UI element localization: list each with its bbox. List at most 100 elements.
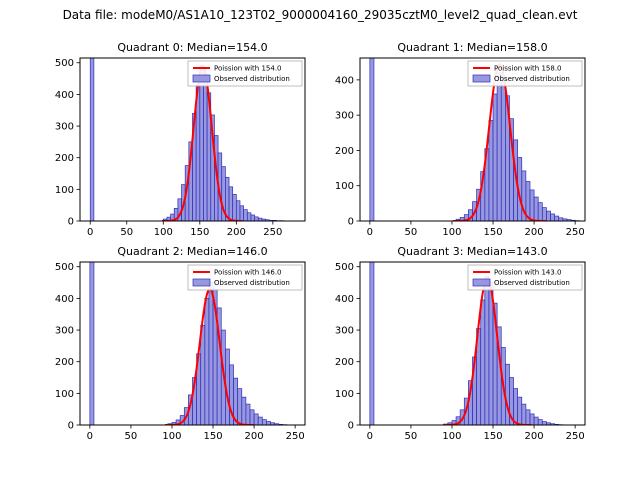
histogram-bar (533, 416, 539, 425)
histogram-bar (266, 421, 271, 425)
y-tick-label: 400 (55, 294, 74, 305)
y-tick-label: 200 (55, 153, 74, 164)
x-tick-label: 150 (483, 227, 502, 238)
histogram-bar (250, 214, 255, 221)
histogram-bar (257, 416, 263, 425)
y-tick-label: 300 (55, 122, 74, 133)
histogram-bar (480, 299, 486, 425)
subplot-quadrant-2: Quadrant 2: Median=146.0 0 50 100 150 200 250 0… (55, 245, 306, 442)
legend-poisson-label: Poission with 158.0 (494, 65, 562, 73)
y-tick-label: 0 (348, 421, 354, 432)
histogram-bar (245, 403, 251, 425)
histogram-bar (529, 413, 535, 425)
histogram-bar (500, 75, 506, 221)
x-tick-label: 100 (154, 227, 173, 238)
legend-patch-sample (192, 278, 211, 287)
y-tick-label: 300 (55, 326, 74, 337)
x-tick-label: 50 (405, 227, 418, 238)
plot-border (79, 261, 306, 426)
histogram-bar (525, 409, 531, 425)
y-tick-label: 200 (335, 146, 354, 157)
legend-patch-sample (472, 74, 491, 83)
x-tick-label: 150 (203, 431, 222, 442)
histogram-bar (369, 58, 375, 221)
x-tick-label: 250 (566, 227, 585, 238)
legend-patch-sample (192, 74, 211, 83)
x-tick-label: 200 (525, 431, 544, 442)
histogram-bar (488, 120, 494, 221)
histogram-bar (246, 212, 252, 221)
x-tick-label: 200 (245, 431, 264, 442)
histogram-bar (537, 202, 543, 221)
legend-poisson-label: Poission with 143.0 (494, 269, 562, 277)
histogram-bar (546, 210, 551, 221)
histogram-bar (199, 65, 204, 221)
legend-observed-label: Observed distribution (214, 75, 290, 83)
x-tick-label: 50 (125, 431, 138, 442)
histogram-bar (232, 194, 237, 221)
y-tick-label: 200 (55, 357, 74, 368)
subplot-title: Quadrant 2: Median=146.0 (117, 245, 267, 258)
y-tick-label: 500 (55, 262, 74, 273)
histogram-bar (243, 209, 248, 221)
histogram-bar (237, 388, 243, 425)
x-tick-label: 0 (87, 227, 93, 238)
subplot-quadrant-3: Quadrant 3: Median=143.0 0 50 100 150 200 250 0… (335, 245, 586, 442)
x-tick-label: 0 (367, 431, 373, 442)
histogram-bar (488, 282, 494, 425)
legend: Poission with 143.0 Observed distribution (467, 264, 583, 291)
x-tick-label: 200 (227, 227, 246, 238)
legend-observed-label: Observed distribution (494, 279, 570, 287)
histogram-bar (235, 200, 241, 221)
x-tick-label: 250 (286, 431, 305, 442)
histogram-bar (541, 207, 547, 221)
legend: Poission with 158.0 Observed distribution (467, 60, 583, 87)
histogram-bar (513, 388, 519, 425)
legend-poisson-label: Poission with 154.0 (214, 65, 282, 73)
histogram-bar (529, 189, 535, 221)
histogram-bar (492, 93, 498, 221)
x-tick-label: 150 (190, 227, 209, 238)
histogram-bar (89, 58, 95, 221)
plot-border (359, 261, 586, 426)
histogram-bar (541, 421, 547, 425)
histogram-bar (554, 215, 560, 221)
subplot-title: Quadrant 0: Median=154.0 (117, 41, 267, 54)
y-tick-label: 100 (335, 389, 354, 400)
histogram-bar (200, 324, 206, 425)
plot-border (79, 57, 306, 222)
histogram-bar (537, 419, 543, 425)
subplot-title: Quadrant 1: Median=158.0 (397, 41, 547, 54)
histogram-bar (496, 72, 502, 221)
y-tick-label: 400 (335, 75, 354, 86)
histogram-bar (484, 275, 490, 425)
figure-title: Data file: modeM0/AS1A10_123T02_90000041… (62, 8, 578, 22)
histogram-bar (261, 419, 267, 425)
histogram-bar (253, 413, 259, 425)
histogram-bar (249, 409, 255, 425)
x-tick-label: 50 (120, 227, 133, 238)
histogram-bar (204, 298, 210, 425)
x-tick-label: 200 (525, 227, 544, 238)
legend: Poission with 154.0 Observed distribution (187, 60, 303, 87)
plot-border (359, 57, 586, 222)
histogram-bar (517, 396, 523, 425)
y-tick-label: 100 (55, 185, 74, 196)
x-tick-label: 100 (162, 431, 181, 442)
y-tick-label: 100 (335, 181, 354, 192)
legend-observed-label: Observed distribution (494, 75, 570, 83)
histogram-bar (505, 363, 510, 425)
y-tick-label: 500 (55, 58, 74, 69)
y-tick-label: 0 (348, 217, 354, 228)
histogram-bar (241, 396, 247, 425)
x-tick-label: 100 (442, 431, 461, 442)
legend-observed-label: Observed distribution (214, 279, 290, 287)
x-tick-label: 150 (483, 431, 502, 442)
y-tick-label: 300 (335, 326, 354, 337)
legend-poisson-label: Poission with 146.0 (214, 269, 282, 277)
x-tick-label: 0 (87, 431, 93, 442)
legend: Poission with 146.0 Observed distribution (187, 264, 303, 291)
x-tick-label: 250 (263, 227, 282, 238)
y-tick-label: 300 (335, 111, 354, 122)
subplot-quadrant-1: Quadrant 1: Median=158.0 0 50 100 150 200 250 0… (335, 41, 586, 238)
